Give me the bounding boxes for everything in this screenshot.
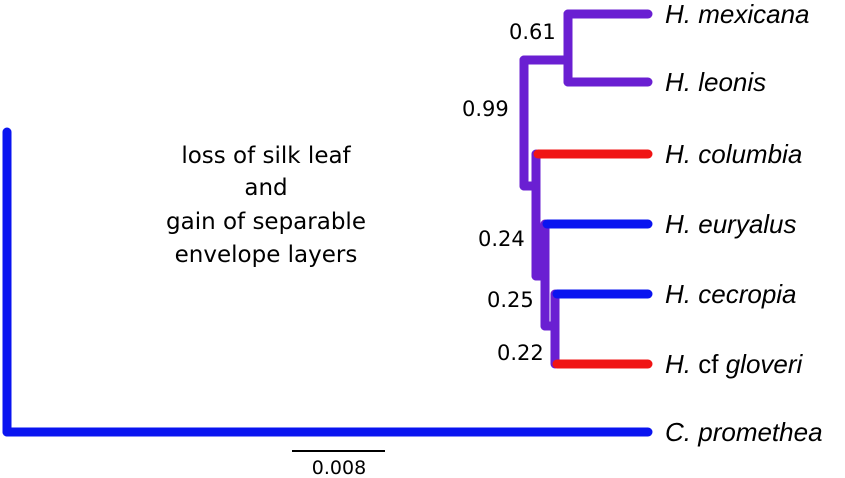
taxon-label-cecropia: H. cecropia xyxy=(665,279,797,309)
annotation: loss of silk leaf and gain of separable … xyxy=(166,143,366,268)
annotation-line-2: and xyxy=(244,175,287,201)
taxon-label-columbia: H. columbia xyxy=(665,139,802,169)
taxon-label-leonis: H. leonis xyxy=(665,67,766,97)
taxon-label-gloveri: H. cf gloveri xyxy=(665,349,804,379)
taxon-label-mexicana: H. mexicana xyxy=(665,0,810,29)
support-columbia-rest: 0.24 xyxy=(478,227,525,251)
annotation-line-1: loss of silk leaf xyxy=(181,143,351,169)
support-mexicana-leonis: 0.61 xyxy=(509,20,556,44)
scale-bar-label: 0.008 xyxy=(312,457,366,478)
taxon-label-promethea: C. promethea xyxy=(665,417,823,447)
branches xyxy=(2,9,653,437)
taxon-label-euryalus: H. euryalus xyxy=(665,209,797,239)
support-cecropia-gloveri: 0.22 xyxy=(497,341,544,365)
support-hyalophora: 0.99 xyxy=(462,97,509,121)
taxon-labels: H. mexicana H. leonis H. columbia H. eur… xyxy=(665,0,823,447)
scale-bar: 0.008 xyxy=(292,450,385,478)
support-euryalus-rest: 0.25 xyxy=(487,288,534,312)
annotation-line-4: envelope layers xyxy=(175,242,358,268)
annotation-line-3: gain of separable xyxy=(166,209,366,235)
support-values: 0.61 0.99 0.24 0.25 0.22 xyxy=(462,20,556,365)
